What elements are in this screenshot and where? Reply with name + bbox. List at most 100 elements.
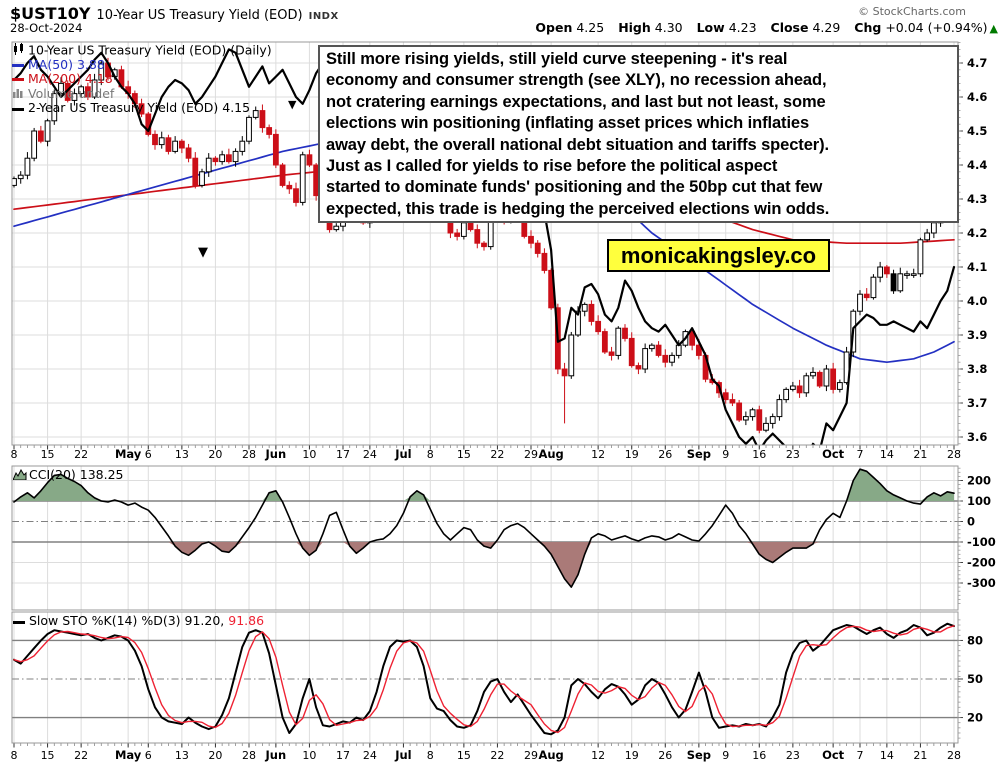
svg-text:14: 14 bbox=[880, 448, 894, 461]
chart-date: 28-Oct-2024 bbox=[10, 21, 83, 35]
svg-text:4.5: 4.5 bbox=[967, 124, 987, 138]
site-badge[interactable]: monicakingsley.co bbox=[607, 239, 830, 272]
svg-text:12: 12 bbox=[591, 448, 605, 461]
chart-header: $UST10Y 10-Year US Treasury Yield (EOD) IN… bbox=[10, 4, 1000, 23]
svg-text:4.0: 4.0 bbox=[967, 294, 987, 308]
svg-text:19: 19 bbox=[625, 448, 639, 461]
svg-text:Jun: Jun bbox=[265, 748, 287, 762]
annotation-box[interactable]: Still more rising yields, still yield cu… bbox=[318, 45, 959, 223]
legend-main-series-label: 10-Year US Treasury Yield (EOD) (Daily) bbox=[28, 42, 272, 58]
svg-text:3.7: 3.7 bbox=[967, 396, 987, 410]
svg-text:Oct: Oct bbox=[822, 748, 845, 762]
down-arrow-marker: ▼ bbox=[198, 245, 208, 260]
svg-text:23: 23 bbox=[786, 448, 800, 461]
svg-text:29: 29 bbox=[524, 448, 538, 461]
high-label: High bbox=[618, 20, 651, 35]
svg-text:4.1: 4.1 bbox=[967, 260, 987, 274]
low-value: 4.23 bbox=[728, 20, 757, 35]
close-label: Close bbox=[770, 20, 809, 35]
svg-text:13: 13 bbox=[175, 749, 189, 762]
main-legend: 10-Year US Treasury Yield (EOD) (Daily) … bbox=[12, 42, 272, 116]
sto-legend-label-black: Slow STO %K(14) %D(3) 91.20, bbox=[29, 613, 225, 628]
svg-text:23: 23 bbox=[786, 749, 800, 762]
change-up-arrow-icon: ▲ bbox=[989, 22, 998, 35]
svg-text:50: 50 bbox=[967, 672, 983, 686]
svg-text:14: 14 bbox=[880, 749, 894, 762]
svg-text:22: 22 bbox=[490, 749, 504, 762]
svg-text:7: 7 bbox=[857, 448, 864, 461]
chg-value: +0.04 (+0.94%) bbox=[885, 20, 988, 35]
symbol: $UST10Y bbox=[10, 4, 91, 23]
ohlc-readout: Open 4.25 High 4.30 Low 4.23 Close 4.29 … bbox=[525, 20, 998, 35]
svg-text:6: 6 bbox=[145, 749, 152, 762]
svg-text:Jun: Jun bbox=[265, 447, 287, 461]
legend-row-main-series[interactable]: 10-Year US Treasury Yield (EOD) (Daily) bbox=[12, 42, 272, 59]
svg-text:13: 13 bbox=[175, 448, 189, 461]
main-panel-border bbox=[11, 41, 959, 446]
svg-text:3.8: 3.8 bbox=[967, 362, 987, 376]
svg-text:10: 10 bbox=[302, 448, 316, 461]
svg-text:15: 15 bbox=[457, 749, 471, 762]
svg-text:Oct: Oct bbox=[822, 447, 845, 461]
high-value: 4.30 bbox=[654, 20, 683, 35]
svg-text:20: 20 bbox=[208, 749, 222, 762]
svg-text:6: 6 bbox=[145, 448, 152, 461]
candlestick-icon bbox=[12, 43, 28, 59]
svg-text:May: May bbox=[115, 447, 142, 461]
svg-text:16: 16 bbox=[752, 749, 766, 762]
svg-text:22: 22 bbox=[490, 448, 504, 461]
svg-text:8: 8 bbox=[11, 448, 18, 461]
ma50-line-icon bbox=[12, 58, 28, 73]
legend-row-ma200[interactable]: MA(200) 4.18 bbox=[12, 71, 272, 87]
svg-text:Sep: Sep bbox=[687, 748, 711, 762]
svg-text:Aug: Aug bbox=[538, 447, 563, 461]
svg-text:0: 0 bbox=[967, 515, 975, 529]
legend-row-volume[interactable]: Volume undef bbox=[12, 86, 272, 102]
close-value: 4.29 bbox=[812, 20, 841, 35]
svg-text:4.7: 4.7 bbox=[967, 56, 987, 70]
legend-2y-label: 2-Year US Treasury Yield (EOD) 4.15 bbox=[28, 100, 251, 116]
svg-text:-300: -300 bbox=[967, 576, 996, 590]
copyright: © StockCharts.com bbox=[858, 5, 966, 18]
open-value: 4.25 bbox=[576, 20, 605, 35]
svg-text:4.6: 4.6 bbox=[967, 90, 987, 104]
cci-area-icon bbox=[12, 468, 29, 483]
svg-text:80: 80 bbox=[967, 633, 983, 647]
svg-text:200: 200 bbox=[967, 474, 991, 488]
svg-text:8: 8 bbox=[11, 749, 18, 762]
svg-text:10: 10 bbox=[302, 749, 316, 762]
svg-text:-200: -200 bbox=[967, 556, 996, 570]
svg-text:24: 24 bbox=[363, 448, 377, 461]
legend-ma200-label: MA(200) 4.18 bbox=[28, 71, 113, 87]
svg-text:12: 12 bbox=[591, 749, 605, 762]
svg-text:20: 20 bbox=[967, 711, 983, 725]
svg-text:Aug: Aug bbox=[538, 748, 563, 762]
sto-legend[interactable]: Slow STO %K(14) %D(3) 91.20, 91.86 bbox=[13, 613, 264, 629]
svg-text:16: 16 bbox=[752, 448, 766, 461]
sto-line-icon bbox=[13, 614, 29, 629]
cci-series bbox=[13, 468, 955, 588]
svg-text:19: 19 bbox=[625, 749, 639, 762]
volume-bars-icon bbox=[12, 87, 28, 102]
svg-text:May: May bbox=[115, 748, 142, 762]
down-arrow-marker: ▼ bbox=[288, 98, 297, 111]
legend-row-2y[interactable]: 2-Year US Treasury Yield (EOD) 4.15 bbox=[12, 101, 272, 116]
svg-text:-100: -100 bbox=[967, 535, 996, 549]
exchange-label: INDX bbox=[308, 11, 339, 22]
cci-legend[interactable]: CCI(20) 138.25 bbox=[12, 467, 124, 483]
svg-text:15: 15 bbox=[457, 448, 471, 461]
svg-text:21: 21 bbox=[913, 749, 927, 762]
page-title: 10-Year US Treasury Yield (EOD) bbox=[96, 8, 303, 23]
svg-text:Sep: Sep bbox=[687, 447, 711, 461]
low-label: Low bbox=[696, 20, 725, 35]
svg-text:22: 22 bbox=[74, 448, 88, 461]
svg-text:20: 20 bbox=[208, 448, 222, 461]
cci-hgrid bbox=[12, 480, 958, 584]
svg-text:29: 29 bbox=[524, 749, 538, 762]
svg-text:Jul: Jul bbox=[394, 447, 411, 461]
svg-text:15: 15 bbox=[41, 749, 55, 762]
svg-text:21: 21 bbox=[913, 448, 927, 461]
axis-labels bbox=[13, 42, 963, 748]
legend-row-ma50[interactable]: MA(50) 3.88 bbox=[12, 57, 272, 73]
